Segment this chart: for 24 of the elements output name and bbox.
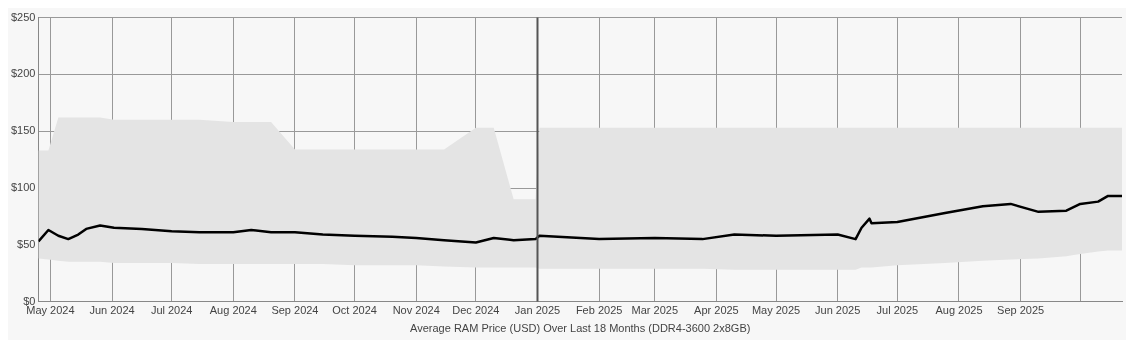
- x-tick-label: Jun 2024: [89, 304, 135, 317]
- x-tick-label: Aug 2024: [209, 304, 257, 317]
- x-tick-label: Nov 2024: [392, 304, 440, 317]
- x-tick-label: Feb 2025: [575, 304, 623, 317]
- y-tick-label: $100: [10, 181, 36, 194]
- y-tick-label: $150: [10, 124, 36, 137]
- x-tick-label: Jun 2025: [815, 304, 861, 317]
- x-tick-label: Oct 2024: [332, 304, 377, 317]
- y-tick-label: $200: [10, 67, 36, 80]
- x-tick-label: May 2025: [751, 304, 801, 317]
- y-tick-label: $50: [17, 237, 36, 250]
- x-tick-label: Dec 2024: [452, 304, 500, 317]
- x-tick-label: Jan 2025: [514, 304, 561, 317]
- x-tick-label: Mar 2025: [631, 304, 679, 317]
- x-tick-label: Sep 2025: [997, 304, 1045, 317]
- y-tick-label: $250: [10, 10, 36, 23]
- x-tick-label: May 2024: [26, 304, 75, 317]
- x-tick-label: Jul 2024: [150, 304, 193, 317]
- x-tick-label: Sep 2024: [271, 304, 319, 317]
- x-axis-title: Average RAM Price (USD) Over Last 18 Months (DDR4-3600 2x8GB): [410, 322, 751, 335]
- x-tick-label: Aug 2025: [935, 304, 983, 317]
- x-tick-label: Apr 2025: [694, 304, 739, 317]
- x-tick-label: Jul 2025: [876, 304, 919, 317]
- y-tick-label: $0: [23, 294, 36, 307]
